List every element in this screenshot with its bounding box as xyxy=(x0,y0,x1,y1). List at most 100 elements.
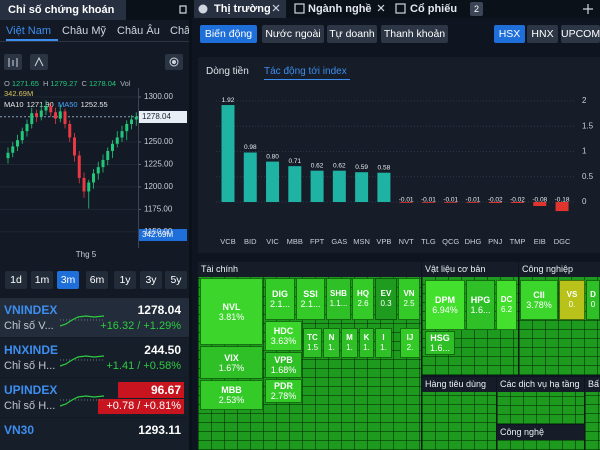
heatmap-tile[interactable]: IJ 2. xyxy=(400,328,420,358)
heatmap-tile[interactable]: HDC 3.63% xyxy=(265,321,302,351)
tile-change: 2.1... xyxy=(300,299,321,309)
region-tab[interactable]: Châu Mỹ xyxy=(62,25,107,37)
tile-symbol: HQ xyxy=(357,289,369,298)
legend-label: O xyxy=(4,79,10,88)
sector-header: Công nghệ xyxy=(497,425,584,440)
last-price-label: 1278.04 xyxy=(139,110,187,123)
tile-change: 1. xyxy=(328,343,335,352)
tile-change: 3.63% xyxy=(270,336,297,346)
main-tab[interactable]: Thị trường xyxy=(194,0,286,18)
heatmap-tile[interactable]: K 1. xyxy=(359,328,374,358)
tile-change: 1.1... xyxy=(329,299,348,308)
index-change: +0.78 / +0.81% xyxy=(98,399,184,414)
period-button[interactable]: 6m xyxy=(86,271,108,289)
heatmap-tile[interactable]: N 1. xyxy=(323,328,340,358)
period-button[interactable]: 3y xyxy=(140,271,162,289)
tile-change: 3.81% xyxy=(218,311,245,322)
filter-button[interactable]: Thanh khoản xyxy=(381,25,448,43)
sub-tab[interactable]: Dòng tiền xyxy=(206,66,249,77)
heatmap-tile[interactable]: SHB 1.1... xyxy=(326,278,351,320)
filter-button[interactable]: Biến động xyxy=(200,25,257,43)
tile-change: 6.2 xyxy=(500,305,513,314)
ma-legend: MA50 1252.55 xyxy=(58,99,112,110)
heatmap-tile[interactable]: TC 1.5 xyxy=(303,328,322,358)
sector-body xyxy=(497,440,584,450)
index-desc: Chỉ số H... xyxy=(4,400,56,412)
heatmap-tile[interactable]: PDR 2.78% xyxy=(265,379,302,403)
heatmap-tile[interactable]: I 1. xyxy=(375,328,392,358)
tile-symbol: VIX xyxy=(224,352,239,363)
index-name: UPINDEX xyxy=(4,383,58,397)
heatmap-tile[interactable]: DPM 6.94% xyxy=(425,280,465,330)
heatmap-tile[interactable]: M 1. xyxy=(341,328,358,358)
tool-button[interactable] xyxy=(30,54,48,70)
heatmap-tile[interactable]: SSI 2.1... xyxy=(296,278,325,320)
index-row[interactable] xyxy=(0,418,189,450)
tile-change: 1. xyxy=(363,343,370,352)
sector-header: Bấ xyxy=(585,377,600,392)
main-tab[interactable]: Ngành nghề xyxy=(308,3,372,15)
tile-symbol: TC xyxy=(307,333,318,342)
period-button[interactable]: 1d xyxy=(5,271,27,289)
tile-change: 2.53% xyxy=(218,395,245,405)
heatmap-tile[interactable]: HSG 1.6... xyxy=(425,331,455,355)
tile-change: 0. xyxy=(568,300,576,309)
exchange-button[interactable]: UPCOM xyxy=(561,25,600,43)
region-tab[interactable]: Việt Nam xyxy=(6,22,58,41)
heatmap-tile[interactable]: MBB 2.53% xyxy=(200,380,263,410)
tab-badge[interactable]: 2 xyxy=(470,2,483,16)
filter-button[interactable]: Nước ngoài xyxy=(262,25,324,43)
tile-symbol: DPM xyxy=(435,295,455,305)
exchange-button[interactable]: HSX xyxy=(494,25,525,43)
heatmap-tile[interactable]: NVL 3.81% xyxy=(200,278,263,345)
heatmap-tile[interactable]: DC 6.2 xyxy=(496,280,517,330)
ma-value: 1252.55 xyxy=(80,100,108,109)
legend-label: Vol xyxy=(120,79,131,88)
tile-change: 1.6... xyxy=(429,343,450,353)
heatmap-tile[interactable]: VS 0. xyxy=(559,280,585,320)
heatmap-tile[interactable]: HQ 2.6 xyxy=(352,278,374,320)
heatmap-tile[interactable]: VPB 1.68% xyxy=(265,352,302,378)
region-tab[interactable]: Châ xyxy=(170,25,189,37)
tile-symbol: D xyxy=(590,290,596,299)
main-tab[interactable]: Cổ phiếu xyxy=(410,3,458,15)
index-value: 1278.04 xyxy=(137,303,181,317)
panel-tab[interactable]: Chỉ số chứng khoán xyxy=(0,0,126,20)
period-button[interactable]: 1y xyxy=(114,271,136,289)
tile-symbol: NVL xyxy=(222,301,241,312)
index-value: 1293.11 xyxy=(138,423,181,437)
heatmap-tile[interactable]: EV 0.3 xyxy=(375,278,397,320)
tile-change: 2.6 xyxy=(357,299,369,308)
filter-button[interactable]: Tự doanh xyxy=(327,25,377,43)
tile-symbol: I xyxy=(382,333,385,342)
tile-change: 0.3 xyxy=(380,299,392,308)
tile-change: 1.68% xyxy=(270,365,297,375)
heatmap-tile[interactable]: DIG 2.1... xyxy=(265,278,295,320)
sector-body xyxy=(497,392,584,424)
ma-legend: MA10 1271.90 xyxy=(4,99,58,110)
ma-name: MA50 xyxy=(58,100,78,109)
heatmap-tile[interactable]: HPG 1.6... xyxy=(466,280,495,330)
tool-button[interactable] xyxy=(165,54,183,70)
tile-change: 2. xyxy=(406,343,414,352)
sector-body xyxy=(585,392,600,450)
tool-button[interactable] xyxy=(4,54,22,70)
heatmap-tile[interactable]: VN 2.5 xyxy=(398,278,420,320)
tile-change: 0 xyxy=(590,300,596,309)
sub-tab[interactable]: Tác động tới index xyxy=(264,64,350,80)
heatmap-tile[interactable]: CII 3.78% xyxy=(520,280,558,320)
tile-symbol: PDR xyxy=(273,381,293,391)
tile-symbol: VPB xyxy=(274,355,293,365)
chart-card xyxy=(198,57,600,253)
exchange-button[interactable]: HNX xyxy=(527,25,558,43)
period-button[interactable]: 1m xyxy=(31,271,53,289)
index-name: VNINDEX xyxy=(4,303,58,317)
tile-symbol: HDC xyxy=(273,326,294,336)
period-button[interactable]: 5y xyxy=(165,271,187,289)
heatmap-tile[interactable]: VIX 1.67% xyxy=(200,346,263,379)
ohlc-legend: O 1271.65 H 1279.27 C 1278.04 Vol xyxy=(4,78,144,89)
region-tab[interactable]: Châu Âu xyxy=(117,25,160,37)
tile-change: 3.78% xyxy=(526,300,552,310)
period-button[interactable]: 3m xyxy=(57,271,79,289)
